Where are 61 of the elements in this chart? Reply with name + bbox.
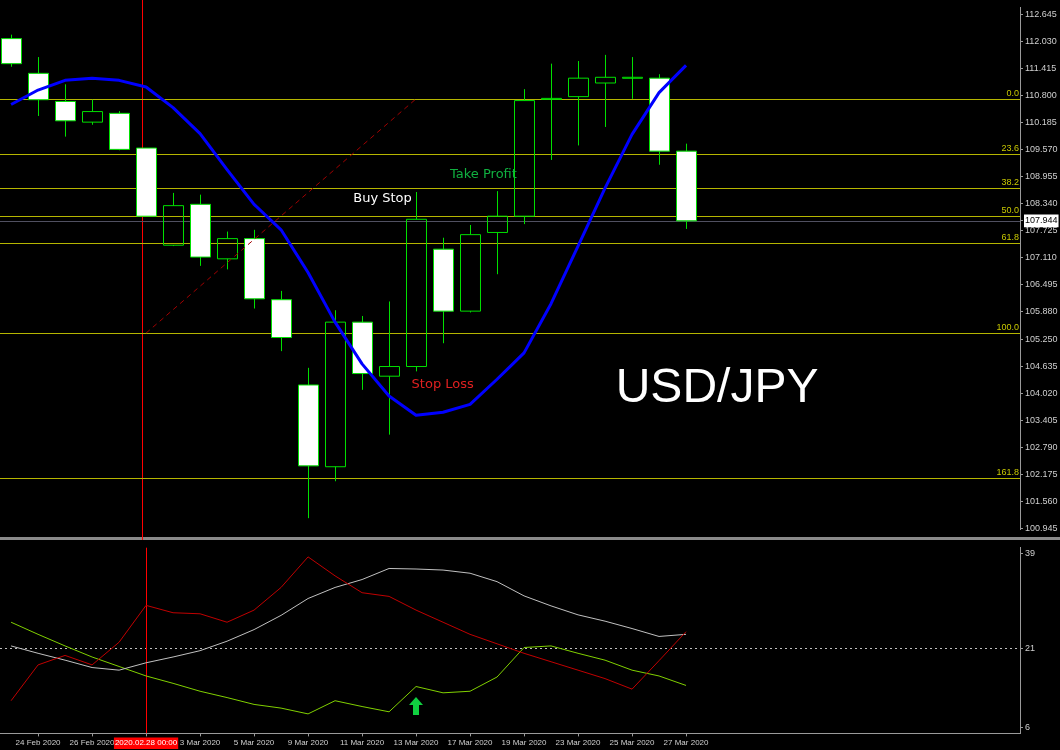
- candlestick: [298, 367, 319, 519]
- x-tick-label: 13 Mar 2020: [393, 738, 440, 748]
- y-tick-label: 102.790: [1025, 441, 1058, 452]
- annotation: 61.8: [1001, 232, 1019, 243]
- y-tick-label: 102.175: [1025, 468, 1058, 479]
- candlestick: [379, 300, 400, 436]
- candlestick: [622, 56, 643, 100]
- annotation: 50.0: [1001, 204, 1019, 215]
- x-tick-label: 23 Mar 2020: [555, 738, 602, 748]
- x-tick-label: 27 Mar 2020: [663, 738, 710, 748]
- y-tick-label: 107.944: [1025, 215, 1058, 226]
- candlestick: [541, 63, 562, 161]
- x-tick-label: 9 Mar 2020: [287, 738, 329, 748]
- y-tick-label: 107.110: [1025, 252, 1057, 262]
- annotation: 100.0: [996, 322, 1019, 333]
- candlestick: [487, 190, 508, 275]
- x-tick-label: 5 Mar 2020: [233, 738, 275, 748]
- y-tick-label: 110.185: [1025, 116, 1057, 127]
- x-tick-label: 19 Mar 2020: [501, 738, 548, 748]
- y-tick-label: 6: [1025, 721, 1031, 732]
- annotation: Stop Loss: [411, 375, 475, 391]
- candlestick: [271, 290, 292, 352]
- y-tick-label: 103.405: [1025, 414, 1058, 425]
- y-tick-label: 39: [1025, 547, 1036, 558]
- candlestick: [190, 194, 211, 267]
- y-tick-label: 107.725: [1025, 224, 1058, 235]
- candlestick: [325, 309, 346, 482]
- x-tick-label: 3 Mar 2020: [179, 738, 221, 748]
- y-tick-label: 105.880: [1025, 306, 1058, 317]
- candlestick: [433, 237, 454, 344]
- y-tick-label: 108.955: [1025, 170, 1058, 181]
- x-tick-label: 2020.02.28 00:00: [114, 738, 178, 748]
- candlestick: [568, 60, 589, 146]
- y-tick-label: 112.030: [1025, 35, 1057, 46]
- y-tick-label: 104.020: [1025, 387, 1058, 398]
- y-tick-label: 110.800: [1025, 89, 1057, 100]
- y-tick-label: 100.945: [1025, 522, 1058, 533]
- y-tick-label: 21: [1025, 642, 1036, 653]
- candlestick: [244, 229, 265, 309]
- candlestick: [352, 315, 373, 391]
- annotation: 161.8: [996, 466, 1019, 477]
- annotation: 38.2: [1001, 177, 1019, 188]
- y-tick-label: 106.495: [1025, 279, 1058, 290]
- x-tick-label: 11 Mar 2020: [339, 738, 385, 748]
- annotation: 0.0: [1006, 87, 1019, 98]
- x-tick-label: 24 Feb 2020: [15, 738, 62, 748]
- x-tick-label: 25 Mar 2020: [609, 738, 656, 748]
- y-tick-label: 109.570: [1025, 143, 1058, 154]
- y-tick-label: 105.250: [1025, 333, 1058, 344]
- candlestick: [55, 83, 76, 138]
- y-tick-label: 108.340: [1025, 197, 1058, 208]
- y-tick-label: 112.645: [1025, 8, 1057, 19]
- annotation: 23.6: [1001, 143, 1019, 154]
- x-tick-label: 17 Mar 2020: [447, 738, 494, 748]
- text: USD/JPY: [615, 358, 819, 412]
- y-tick-label: 104.635: [1025, 360, 1058, 371]
- y-tick-label: 111.415: [1025, 62, 1057, 73]
- candlestick: [649, 73, 670, 166]
- y-tick-label: 101.560: [1025, 495, 1058, 506]
- candlestick: [595, 54, 616, 128]
- annotation: Buy Stop: [353, 189, 412, 205]
